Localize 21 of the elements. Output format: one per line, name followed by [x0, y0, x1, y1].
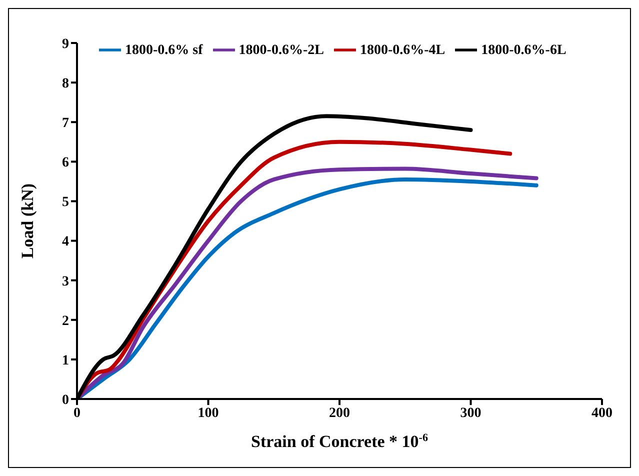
y-tick-label: 3 — [62, 274, 69, 290]
y-tick-label: 5 — [62, 195, 69, 210]
x-axis-title: Strain of Concrete * 10$^{-6}$ — [251, 432, 428, 451]
y-tick-label: 9 — [62, 36, 69, 52]
y-tick-label: 1 — [62, 353, 69, 368]
legend-label: 1800-0.6%-6L — [481, 42, 566, 58]
legend-label: 1800-0.6% sf — [125, 42, 203, 58]
legend-label: 1800-0.6%-2L — [238, 42, 324, 58]
y-tick-label: 7 — [62, 116, 69, 132]
x-tick-label: 400 — [592, 406, 612, 421]
y-tick-label: 8 — [62, 76, 69, 92]
x-tick-label: 0 — [74, 406, 80, 421]
legend-label: 1800-0.6%-4L — [360, 42, 446, 58]
y-tick-label: 0 — [62, 392, 69, 408]
x-tick-label: 200 — [329, 406, 350, 421]
x-tick-label: 100 — [198, 406, 219, 421]
y-tick-label: 6 — [62, 156, 69, 171]
y-axis-title: Load (kN) — [18, 183, 38, 259]
x-tick-label: 300 — [460, 406, 482, 421]
y-tick-label: 2 — [62, 314, 69, 329]
y-tick-label: 4 — [62, 234, 69, 250]
